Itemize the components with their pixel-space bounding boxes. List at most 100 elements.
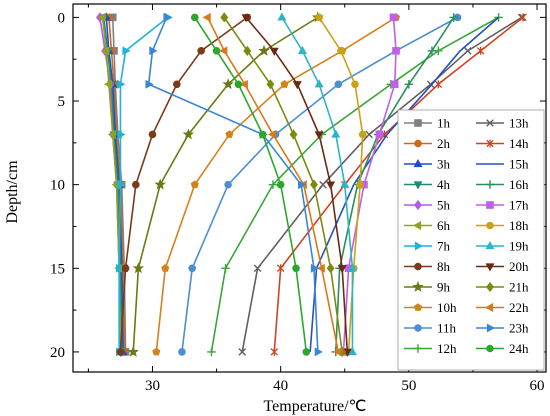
legend-label-23h: 23h xyxy=(509,321,529,336)
point-19h-depth-7 xyxy=(331,129,341,138)
series-22h xyxy=(202,12,342,357)
point-6h-depth-7 xyxy=(107,129,116,139)
point-9h-depth-4 xyxy=(222,78,234,90)
point-8h-depth-2 xyxy=(197,47,205,55)
legend-entry-16h: 16h xyxy=(476,177,529,192)
point-16h-depth-4 xyxy=(404,80,414,89)
legend-marker-9h xyxy=(412,280,424,292)
legend-entry-17h: 17h xyxy=(476,198,529,213)
point-17h-depth-2 xyxy=(392,47,400,55)
point-19h-depth-20 xyxy=(347,346,357,356)
y-tick-label-0: 0 xyxy=(58,10,66,26)
legend-entry-8h: 8h xyxy=(404,259,451,274)
point-19h-depth-0 xyxy=(277,12,287,21)
point-6h-depth-2 xyxy=(101,46,110,56)
legend-entry-22h: 22h xyxy=(476,300,529,315)
legend-entry-19h: 19h xyxy=(476,239,529,254)
point-23h-depth-20 xyxy=(314,347,323,357)
point-14h-depth-2 xyxy=(476,46,485,55)
legend-entry-11h: 11h xyxy=(404,321,457,336)
legend-label-16h: 16h xyxy=(509,177,529,192)
point-10h-depth-4 xyxy=(280,80,289,88)
series-24h xyxy=(190,13,311,356)
legend-marker-17h xyxy=(486,201,494,209)
point-23h-depth-4 xyxy=(145,79,154,89)
point-24h-depth-15 xyxy=(292,264,300,273)
point-14h-depth-15 xyxy=(276,264,285,273)
x-axis-title: Temperature/℃ xyxy=(263,398,366,415)
legend-marker-5h xyxy=(414,199,422,211)
legend-entry-24h: 24h xyxy=(476,341,529,356)
y-axis-title: Depth/cm xyxy=(4,160,21,224)
point-14h-depth-4 xyxy=(434,80,443,89)
point-21h-depth-10 xyxy=(310,179,318,190)
x-tick-label-50: 50 xyxy=(401,378,416,394)
y-tick-label-5: 5 xyxy=(58,94,66,110)
legend-marker-11h xyxy=(414,324,422,332)
point-8h-depth-20 xyxy=(116,348,125,356)
legend-marker-20h xyxy=(485,263,495,272)
point-6h-depth-4 xyxy=(103,79,113,89)
legend-entry-3h: 3h xyxy=(404,157,451,172)
point-13h-depth-7 xyxy=(365,130,373,139)
point-9h-depth-15 xyxy=(132,262,145,274)
legend-marker-6h xyxy=(413,221,422,230)
point-22h-depth-20 xyxy=(333,347,342,357)
point-11h-depth-15 xyxy=(188,264,197,273)
series-19h xyxy=(277,12,357,356)
legend-entry-12h: 12h xyxy=(404,341,457,356)
legend-label-2h: 2h xyxy=(437,136,451,151)
legend-label-13h: 13h xyxy=(509,116,529,131)
legend-marker-8h xyxy=(414,262,422,271)
point-7h-depth-10 xyxy=(117,180,126,190)
series-21h xyxy=(220,12,347,358)
point-21h-depth-2 xyxy=(243,45,252,56)
legend-label-22h: 22h xyxy=(509,300,529,315)
legend-label-20h: 20h xyxy=(509,259,529,274)
point-9h-depth-7 xyxy=(182,128,195,140)
legend-marker-19h xyxy=(485,241,495,250)
point-13h-depth-15 xyxy=(253,264,262,273)
x-tick-label-60: 60 xyxy=(530,378,545,394)
point-17h-depth-0 xyxy=(389,13,398,22)
point-19h-depth-10 xyxy=(340,179,350,188)
legend-entry-2h: 2h xyxy=(404,136,451,151)
plot-frame xyxy=(72,3,547,373)
legend-marker-7h xyxy=(414,241,423,251)
point-24h-depth-0 xyxy=(190,13,199,22)
point-14h-depth-20 xyxy=(270,347,279,356)
point-21h-depth-7 xyxy=(289,129,298,140)
point-10h-depth-15 xyxy=(161,264,170,272)
legend-marker-16h xyxy=(485,180,495,189)
point-14h-depth-0 xyxy=(519,13,527,22)
point-18h-depth-10 xyxy=(356,180,364,189)
legend-label-6h: 6h xyxy=(437,218,451,233)
point-19h-depth-2 xyxy=(297,45,307,54)
legend-label-10h: 10h xyxy=(437,300,457,315)
point-16h-depth-0 xyxy=(449,13,458,22)
point-12h-depth-0 xyxy=(494,13,503,22)
legend-marker-22h xyxy=(485,303,494,312)
point-7h-depth-4 xyxy=(117,79,126,89)
legend-entry-14h: 14h xyxy=(476,136,529,151)
series-8h xyxy=(116,13,252,356)
point-20h-depth-7 xyxy=(314,131,324,140)
point-8h-depth-15 xyxy=(121,264,130,273)
y-tick-label-10: 10 xyxy=(50,178,65,194)
point-11h-depth-20 xyxy=(178,348,186,356)
point-23h-depth-15 xyxy=(310,263,319,273)
legend-label-7h: 7h xyxy=(437,239,451,254)
point-7h-depth-7 xyxy=(117,129,126,139)
legend-label-5h: 5h xyxy=(437,198,451,213)
legend-entry-18h: 18h xyxy=(476,218,529,233)
series-13h xyxy=(238,13,526,356)
point-24h-depth-2 xyxy=(212,47,221,55)
point-9h-depth-2 xyxy=(258,44,270,56)
legend-marker-24h xyxy=(486,344,494,353)
legend-entry-20h: 20h xyxy=(476,259,529,274)
x-tick-label-40: 40 xyxy=(273,378,288,394)
legend-label-15h: 15h xyxy=(509,157,529,172)
point-8h-depth-7 xyxy=(148,130,157,139)
legend-marker-2h xyxy=(414,139,422,148)
